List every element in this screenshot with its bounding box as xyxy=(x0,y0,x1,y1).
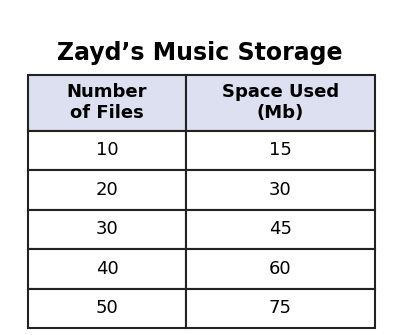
Text: 60: 60 xyxy=(269,260,292,278)
Text: Space Used
(Mb): Space Used (Mb) xyxy=(222,83,339,122)
Text: 10: 10 xyxy=(96,141,118,159)
Bar xyxy=(28,75,186,131)
Text: Zayd’s Music Storage: Zayd’s Music Storage xyxy=(57,41,343,65)
Bar xyxy=(186,210,375,249)
Bar xyxy=(186,131,375,170)
Bar xyxy=(28,210,186,249)
Bar xyxy=(28,249,186,288)
Text: 15: 15 xyxy=(269,141,292,159)
Text: 30: 30 xyxy=(96,220,118,238)
Bar xyxy=(28,131,186,170)
Bar xyxy=(28,170,186,210)
Text: 45: 45 xyxy=(269,220,292,238)
Text: 20: 20 xyxy=(96,181,118,199)
Text: 40: 40 xyxy=(96,260,118,278)
Bar xyxy=(186,249,375,288)
Text: 75: 75 xyxy=(269,299,292,317)
Bar xyxy=(28,288,186,328)
Bar xyxy=(186,170,375,210)
Text: Number
of Files: Number of Files xyxy=(67,83,147,122)
Bar xyxy=(186,75,375,131)
Text: 50: 50 xyxy=(96,299,118,317)
Bar xyxy=(186,288,375,328)
Text: 30: 30 xyxy=(269,181,292,199)
